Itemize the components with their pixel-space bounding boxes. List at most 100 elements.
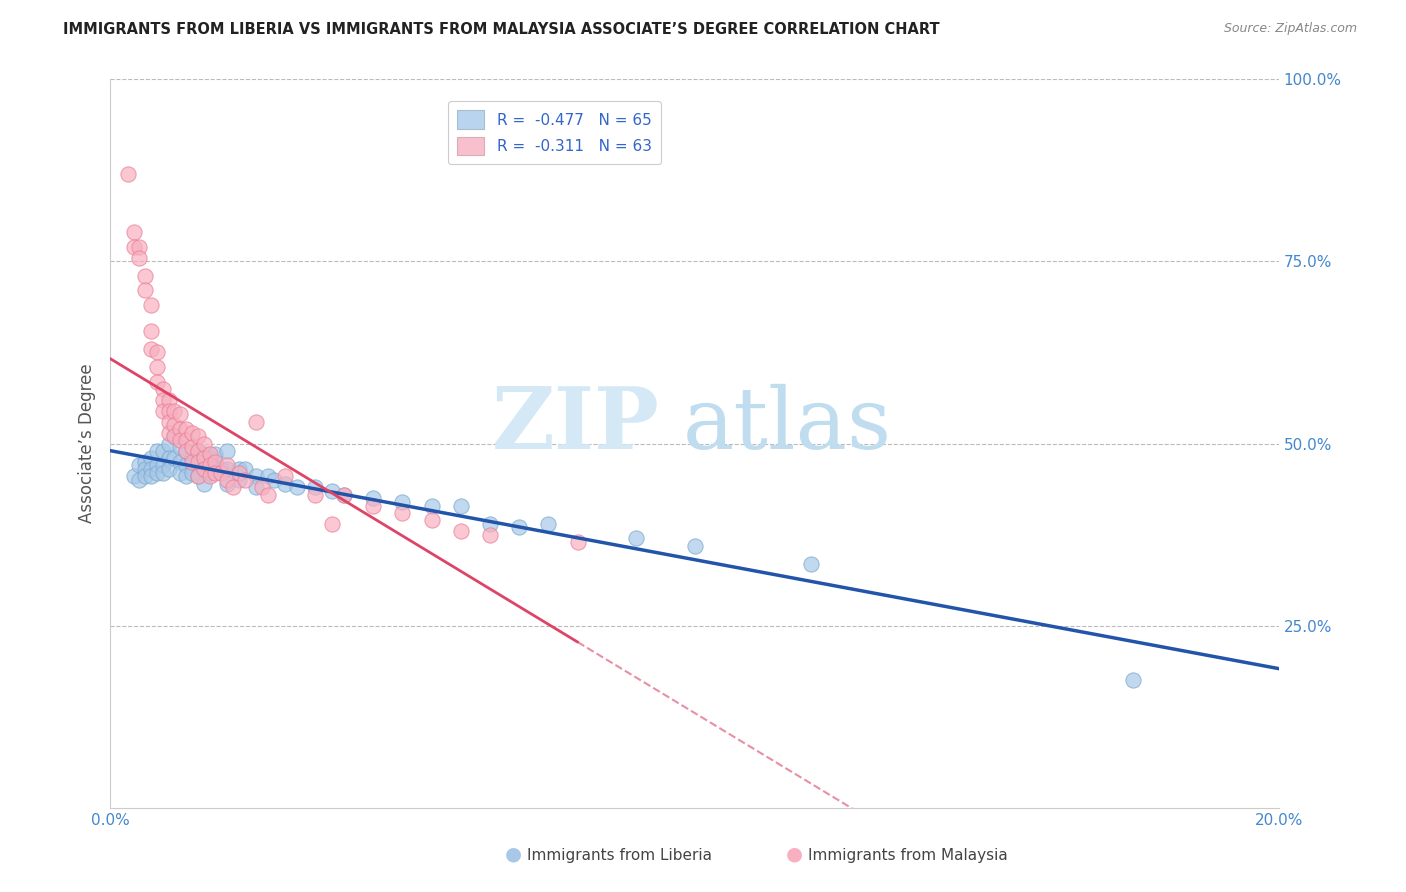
Point (537, 516, 560, 531)
Point (233, 462, 256, 476)
Point (181, 425, 204, 440)
Point (683, 539, 706, 553)
Point (169, 408, 191, 422)
Point (122, 469, 145, 483)
Point (169, 466, 191, 480)
Point (187, 455, 209, 469)
Point (361, 499, 384, 513)
Point (157, 451, 180, 466)
Point (157, 392, 180, 407)
Point (128, 458, 150, 473)
Point (274, 476, 297, 491)
Point (152, 382, 174, 396)
Point (204, 447, 226, 461)
Point (174, 443, 197, 458)
Point (450, 499, 472, 513)
Point (391, 495, 413, 509)
Point (198, 458, 221, 473)
Point (146, 359, 169, 374)
Point (285, 480, 308, 494)
Point (146, 443, 169, 458)
Point (228, 462, 250, 476)
Point (157, 462, 180, 476)
Point (174, 422, 197, 436)
Point (193, 451, 215, 466)
Point (215, 476, 238, 491)
Point (209, 466, 232, 480)
Point (174, 469, 197, 483)
Point (134, 455, 156, 469)
Point (479, 527, 502, 541)
Point (250, 480, 273, 494)
Text: Immigrants from Liberia: Immigrants from Liberia (527, 848, 713, 863)
Text: atlas: atlas (683, 384, 891, 467)
Point (134, 462, 156, 476)
Point (245, 415, 267, 429)
Point (479, 516, 502, 531)
Point (139, 298, 162, 312)
Point (420, 499, 443, 513)
Point (128, 240, 150, 254)
Point (228, 473, 250, 487)
Point (139, 462, 162, 476)
Point (169, 433, 191, 447)
Point (198, 469, 221, 483)
Text: Source: ZipAtlas.com: Source: ZipAtlas.com (1223, 22, 1357, 36)
Point (157, 436, 180, 450)
Point (157, 403, 180, 417)
Point (174, 443, 197, 458)
Point (274, 469, 297, 483)
Point (624, 531, 647, 545)
Point (163, 429, 186, 443)
Point (139, 469, 162, 483)
Point (174, 433, 197, 447)
Point (204, 466, 226, 480)
Point (215, 458, 238, 473)
Point (222, 480, 245, 494)
Point (128, 473, 150, 487)
Point (193, 462, 215, 476)
Point (215, 473, 238, 487)
Point (163, 429, 186, 443)
Point (117, 167, 139, 181)
Point (169, 422, 191, 436)
Point (146, 466, 169, 480)
Point (122, 225, 145, 239)
Point (245, 469, 267, 483)
Point (152, 458, 174, 473)
Point (233, 473, 256, 487)
Point (157, 415, 180, 429)
Point (321, 483, 343, 498)
Point (193, 436, 215, 450)
Point (1122, 673, 1144, 688)
Point (263, 473, 285, 487)
Point (134, 284, 156, 298)
Point (152, 443, 174, 458)
Text: ZIP: ZIP (492, 384, 659, 467)
Point (139, 324, 162, 338)
Point (215, 443, 238, 458)
Point (198, 447, 221, 461)
Point (209, 462, 232, 476)
Point (169, 440, 191, 454)
Point (152, 466, 174, 480)
Point (193, 476, 215, 491)
Point (163, 418, 186, 433)
Text: Immigrants from Malaysia: Immigrants from Malaysia (808, 848, 1008, 863)
Point (198, 451, 221, 466)
Point (508, 520, 530, 534)
Point (304, 480, 326, 494)
Point (128, 251, 150, 265)
Point (304, 487, 326, 501)
Point (257, 487, 280, 501)
Point (134, 268, 156, 283)
Point (146, 375, 169, 389)
Point (157, 425, 180, 440)
Legend: R =  -0.477   N = 65, R =  -0.311   N = 63: R = -0.477 N = 65, R = -0.311 N = 63 (447, 101, 661, 164)
Point (181, 466, 204, 480)
Point (800, 557, 823, 571)
Point (391, 506, 413, 520)
Point (361, 491, 384, 506)
Point (139, 451, 162, 466)
Y-axis label: Associate’s Degree: Associate’s Degree (79, 364, 96, 524)
